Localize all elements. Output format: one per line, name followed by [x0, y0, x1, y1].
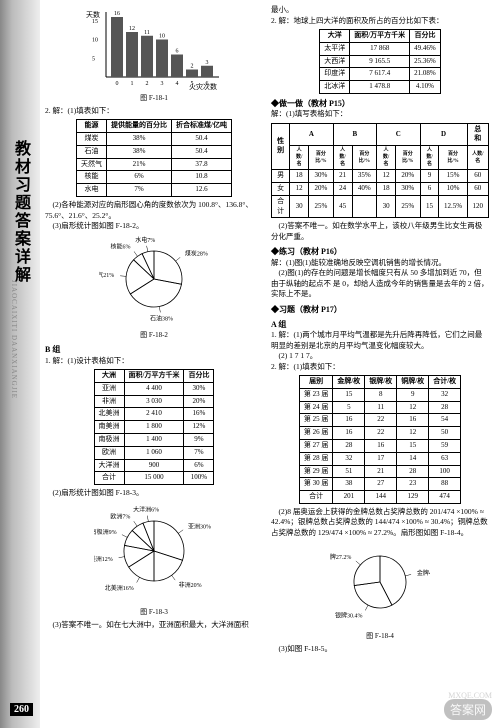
svg-text:5: 5 [92, 56, 95, 62]
note2: (2)各种能源对应的扇形圆心角的度数依次为 100.8°、136.8°、75.6… [45, 200, 263, 221]
svg-text:北美洲16%: 北美洲16% [105, 584, 134, 592]
svg-text:11: 11 [144, 30, 150, 36]
svg-text:水电7%: 水电7% [135, 236, 155, 244]
q2-head: 2. 解：(1)填表如下： [45, 106, 263, 117]
svg-text:石油38%: 石油38% [150, 314, 173, 322]
svg-text:欧洲7%: 欧洲7% [110, 512, 130, 520]
svg-text:金牌42.4%: 金牌42.4% [417, 569, 430, 577]
table-energy: 能源提供能量的百分比折合标准煤/亿吨煤炭38%50.4石油38%50.4天然气2… [76, 119, 232, 197]
svg-text:3: 3 [161, 81, 164, 87]
svg-text:铜牌27.2%: 铜牌27.2% [330, 554, 351, 562]
pie1-caption: 图 F-18-2 [45, 331, 263, 341]
zyz-note: (2)答案不唯一。如在数学水平上，该校八年级男生比女生两极分化严重。 [271, 221, 489, 242]
left-sidebar: 教材习题答案详解 JIAOCAIXITI DAANXIANGJIE 260 [0, 0, 40, 728]
a4: (2)8 届奥运会上获得的金牌总数占奖牌总数的 201/474 ×100% ≈ … [271, 507, 489, 539]
svg-text:南美洲12%: 南美洲12% [94, 555, 113, 563]
watermark: 答案网 [444, 699, 492, 720]
r-q2-head: 2. 解：地球上四大洋的面积及所占的百分比如下表： [271, 16, 489, 27]
note3: (3)扇形统计图如图 F-18-2。 [45, 221, 263, 232]
page-number: 260 [10, 703, 33, 716]
a1: 1. 解：(1)两个城市月平均气温都是先升后降再降低，它们之间最明显的差别是北京… [271, 330, 489, 351]
right-column: 最小。 2. 解：地球上四大洋的面积及所占的百分比如下表： 大洋面积/万平方千米… [271, 5, 489, 655]
table-continents: 大洲面积/万平方千米百分比亚洲4 40030%非洲3 03020%北美洲2 41… [94, 369, 215, 485]
lx1: 解：(1)图(1)能较准确地反映空调机销售的增长情况。 [271, 258, 489, 269]
b2: (2)扇形统计图如图 F-18-3。 [45, 488, 263, 499]
table-olympics: 届别金牌/枚银牌/枚铜牌/枚合计/枚第 23 届158932第 24 届5111… [299, 375, 461, 504]
pie2-caption: 图 F-18-3 [45, 608, 263, 618]
zyz-sub: 解：(1)填写表格如下： [271, 109, 489, 120]
pie-medals: 金牌42.4% 银牌30.4% 铜牌27.2% [330, 540, 430, 630]
b-group: B 组 [45, 344, 263, 355]
xt-head: ◆习题（教材 P17） [271, 304, 489, 315]
svg-text:天然气21%: 天然气21% [99, 271, 114, 279]
pie3-caption: 图 F-18-4 [271, 632, 489, 642]
left-column: 天数火灾次数15105160121112103642536 图 F-18-1 2… [45, 5, 263, 655]
table-gender: 性别ABCD总和人数/名百分比/%人数/名百分比/%人数/名百分比/%人数/名百… [271, 123, 489, 219]
lx2: (2)图(1)的存在的问题是增长幅度只有从 50 多增加到近 70，但由于纵轴的… [271, 268, 489, 300]
sidebar-pinyin: JIAOCAIXITI DAANXIANGJIE [10, 280, 18, 399]
svg-text:10: 10 [159, 34, 165, 40]
svg-text:1: 1 [131, 81, 134, 87]
pie-energy: 煤炭28% 石油38% 天然气21% 核能6% 水电7% [99, 234, 209, 329]
svg-text:3: 3 [206, 60, 209, 66]
svg-text:南极洲9%: 南极洲9% [94, 528, 117, 536]
svg-text:10: 10 [92, 38, 98, 44]
a2: (2) 1 7 1 7。 [271, 351, 489, 362]
bar-chart: 天数火灾次数15105160121112103642536 [84, 7, 224, 92]
pie-continents: 亚洲30% 非洲20% 北美洲16% 南美洲12% 南极洲9% 欧洲7%大洋洲6% [94, 501, 214, 606]
svg-text:6: 6 [206, 81, 209, 87]
svg-text:银牌30.4%: 银牌30.4% [335, 612, 363, 620]
sidebar-title: 教材习题答案详解 [8, 140, 32, 284]
svg-text:12: 12 [129, 26, 135, 32]
svg-text:煤炭28%: 煤炭28% [185, 249, 208, 257]
svg-text:大洋洲6%: 大洋洲6% [133, 505, 159, 513]
b1-head: 1. 解：(1)设计表格如下： [45, 356, 263, 367]
svg-text:2: 2 [146, 81, 149, 87]
a-head: A 组 [271, 319, 489, 330]
svg-text:5: 5 [191, 81, 194, 87]
lx-head: ◆练习（教材 P16） [271, 246, 489, 257]
svg-text:16: 16 [114, 11, 120, 17]
svg-text:6: 6 [176, 49, 179, 55]
main-content: 天数火灾次数15105160121112103642536 图 F-18-1 2… [45, 5, 495, 655]
svg-text:核能6%: 核能6% [110, 242, 130, 250]
svg-text:15: 15 [92, 19, 98, 25]
table-oceans: 大洋面积/万平方千米百分比太平洋17 86849.46%大西洋9 165.525… [319, 29, 441, 94]
svg-text:非洲20%: 非洲20% [179, 581, 202, 589]
svg-text:天数: 天数 [86, 10, 100, 19]
svg-text:2: 2 [191, 64, 194, 70]
svg-text:0: 0 [116, 81, 119, 87]
zyz-head: ◆做一做（教材 P15） [271, 98, 489, 109]
a5: (3)如图 F-18-5。 [271, 644, 489, 655]
b3: (3)答案不唯一。如在七大洲中，亚洲面积最大，大洋洲面积 [45, 620, 263, 631]
topline: 最小。 [271, 5, 489, 16]
svg-text:亚洲30%: 亚洲30% [188, 523, 211, 530]
a3: 2. 解：(1)填表如下： [271, 362, 489, 373]
svg-text:4: 4 [176, 81, 179, 87]
barchart-caption: 图 F-18-1 [45, 94, 263, 104]
